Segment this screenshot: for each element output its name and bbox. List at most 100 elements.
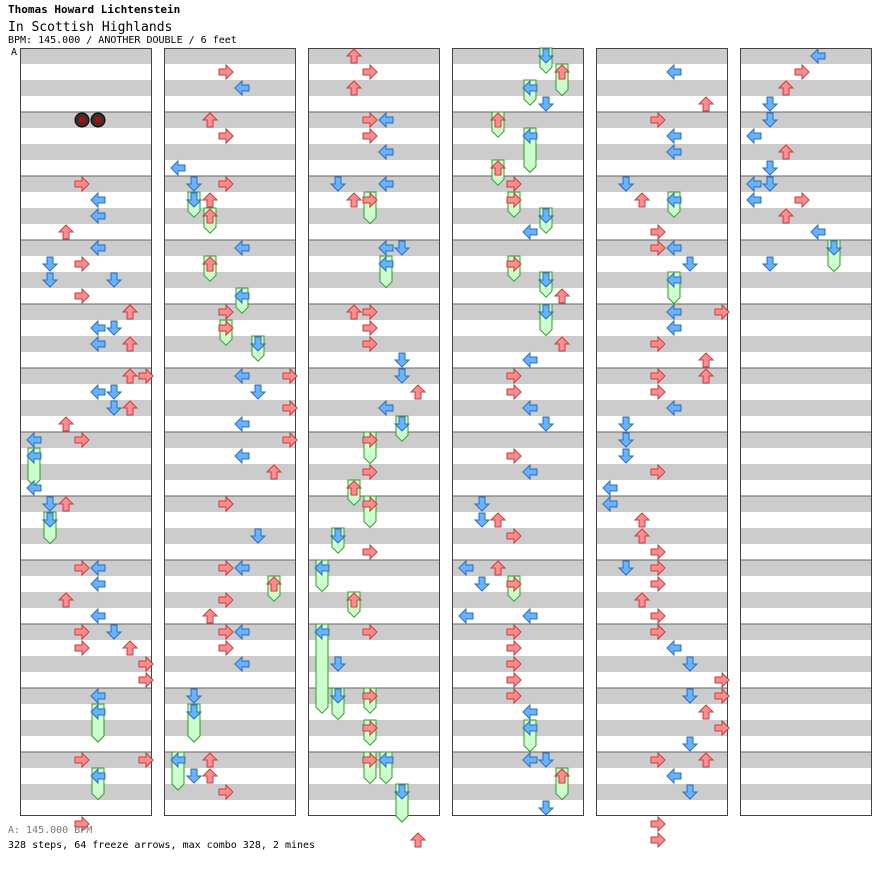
step-arrow: [506, 383, 522, 401]
beat-stripe: [308, 784, 440, 800]
step-arrow: [185, 768, 203, 784]
beat-stripe: [596, 496, 728, 512]
step-arrow: [57, 224, 75, 240]
step-arrow: [362, 111, 378, 129]
step-arrow: [522, 463, 538, 481]
beat-stripe: [452, 80, 584, 96]
step-arrow: [57, 592, 75, 608]
step-arrow: [522, 223, 538, 241]
step-arrow: [329, 176, 347, 192]
step-arrow: [329, 688, 347, 704]
step-arrow: [697, 352, 715, 368]
step-arrow: [90, 383, 106, 401]
step-arrow: [90, 559, 106, 577]
beat-stripe: [164, 528, 296, 544]
step-arrow: [537, 48, 555, 64]
step-arrow: [681, 688, 699, 704]
step-arrow: [90, 207, 106, 225]
step-arrow: [329, 656, 347, 672]
song-title: In Scottish Highlands: [8, 20, 173, 35]
step-arrow: [362, 687, 378, 705]
step-arrow: [378, 175, 394, 193]
step-arrow: [41, 256, 59, 272]
step-arrow: [234, 79, 250, 97]
section-marker: A: [11, 47, 18, 58]
step-arrow: [218, 63, 234, 81]
step-arrow: [234, 655, 250, 673]
beat-stripe: [20, 304, 152, 320]
step-arrow: [362, 191, 378, 209]
beat-stripe: [164, 400, 296, 416]
step-arrow: [185, 704, 203, 720]
step-arrow: [537, 208, 555, 224]
step-arrow: [138, 367, 154, 385]
step-arrow: [506, 655, 522, 673]
step-arrow: [553, 288, 571, 304]
step-arrow: [506, 687, 522, 705]
step-arrow: [666, 639, 682, 657]
beat-stripe: [452, 112, 584, 128]
beat-stripe: [740, 272, 872, 288]
step-arrow: [650, 239, 666, 257]
beat-stripe: [740, 688, 872, 704]
step-arrow: [522, 127, 538, 145]
step-arrow: [74, 559, 90, 577]
step-arrow: [282, 399, 298, 417]
beat-stripe: [452, 48, 584, 64]
step-arrow: [810, 223, 826, 241]
step-arrow: [522, 719, 538, 737]
step-arrow: [362, 719, 378, 737]
step-arrow: [650, 559, 666, 577]
beat-stripe: [164, 112, 296, 128]
beat-stripe: [308, 560, 440, 576]
step-arrow: [489, 160, 507, 176]
step-arrow: [121, 368, 139, 384]
step-arrow: [650, 575, 666, 593]
beat-stripe: [20, 464, 152, 480]
step-arrow: [105, 384, 123, 400]
step-arrow: [218, 319, 234, 337]
bpm-footer: A: 145.000 BPM: [8, 825, 93, 836]
step-arrow: [90, 687, 106, 705]
step-arrow: [537, 96, 555, 112]
step-arrow: [409, 832, 427, 848]
beat-stripe: [740, 208, 872, 224]
step-arrow: [218, 127, 234, 145]
step-arrow: [249, 528, 267, 544]
step-arrow: [234, 367, 250, 385]
step-arrow: [650, 367, 666, 385]
step-arrow: [378, 239, 394, 257]
step-arrow: [617, 176, 635, 192]
beat-stripe: [20, 656, 152, 672]
beat-stripe: [740, 48, 872, 64]
step-arrow: [650, 383, 666, 401]
step-arrow: [90, 767, 106, 785]
beat-stripe: [596, 528, 728, 544]
step-arrow: [218, 495, 234, 513]
beat-stripe: [740, 304, 872, 320]
step-arrow: [218, 591, 234, 609]
beat-stripe: [452, 752, 584, 768]
step-arrow: [90, 191, 106, 209]
beat-stripe: [740, 624, 872, 640]
beat-stripe: [452, 336, 584, 352]
step-arrow: [650, 335, 666, 353]
step-arrow: [282, 431, 298, 449]
beat-stripe: [596, 272, 728, 288]
step-arrow: [265, 576, 283, 592]
step-arrow: [761, 176, 779, 192]
beat-stripe: [20, 496, 152, 512]
step-arrow: [681, 736, 699, 752]
step-arrow: [201, 208, 219, 224]
step-arrow: [74, 255, 90, 273]
step-arrow: [90, 239, 106, 257]
beat-stripe: [308, 48, 440, 64]
beat-stripe: [452, 784, 584, 800]
step-arrow: [234, 287, 250, 305]
beat-stripe: [164, 80, 296, 96]
step-arrow: [393, 368, 411, 384]
step-arrow: [489, 560, 507, 576]
step-arrow: [553, 336, 571, 352]
step-arrow: [41, 272, 59, 288]
beat-stripe: [452, 464, 584, 480]
